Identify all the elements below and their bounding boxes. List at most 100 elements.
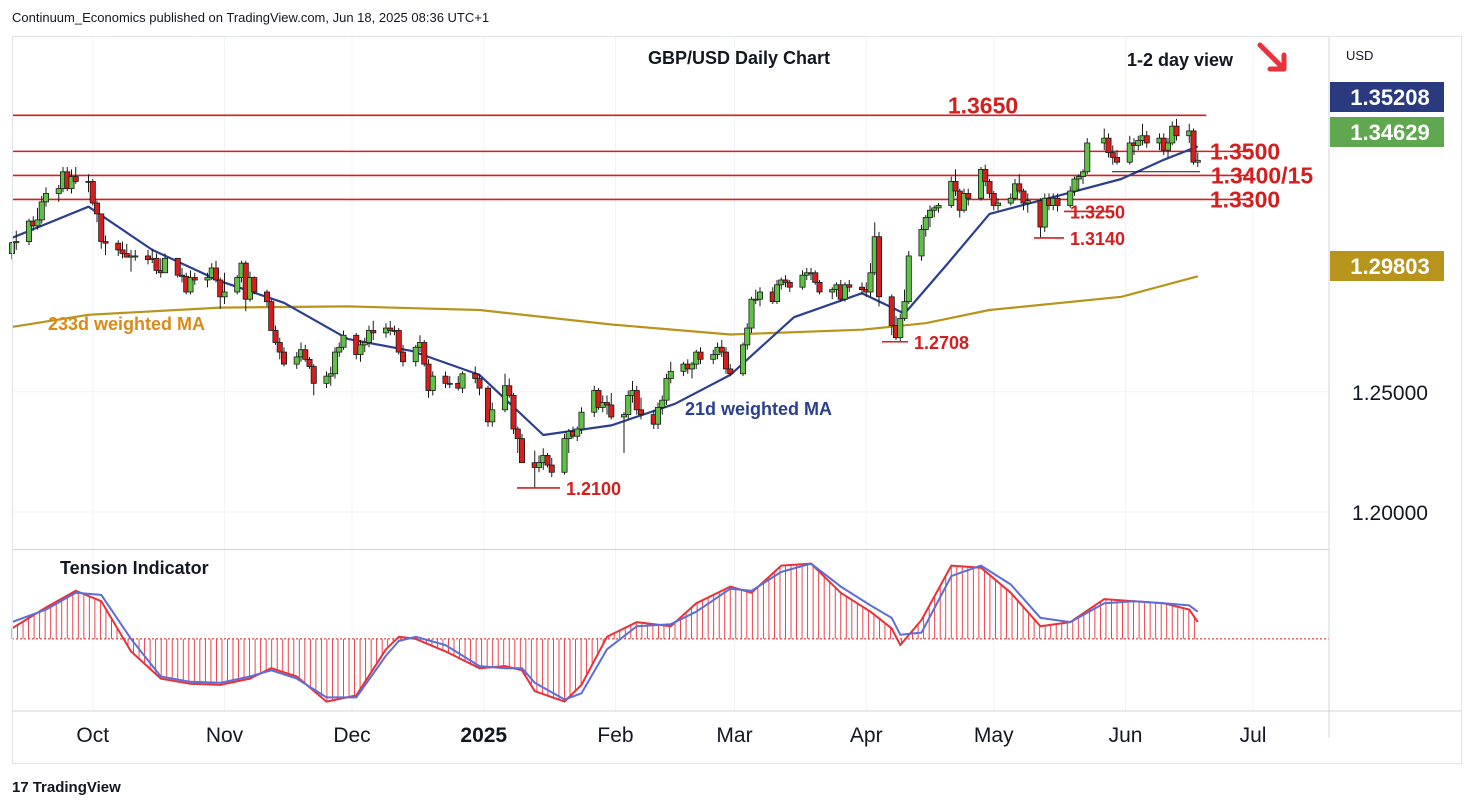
candle <box>659 395 666 415</box>
candle-body-up <box>922 217 929 230</box>
candle-body-up <box>323 375 330 384</box>
candle-body-down <box>178 274 185 277</box>
candle <box>187 270 194 295</box>
candle <box>1194 152 1201 168</box>
candle-body-up <box>234 277 241 293</box>
candle-body-up <box>1024 200 1031 204</box>
candle <box>484 385 491 427</box>
candle-body-down <box>548 464 555 473</box>
x-tick-label: Nov <box>206 724 244 747</box>
price-badge-label: 1.29803 <box>1350 254 1430 279</box>
candle-body-down <box>268 301 275 331</box>
candle <box>55 185 62 202</box>
candle-body-up <box>757 291 764 300</box>
candle <box>276 337 283 360</box>
candle <box>357 340 364 362</box>
candle-body-up <box>25 220 32 242</box>
candle <box>786 279 793 292</box>
x-tick-label: May <box>974 724 1014 747</box>
candle-body-down <box>102 241 109 244</box>
candle <box>905 251 912 305</box>
candle-body-up <box>68 176 75 190</box>
candle-body-down <box>399 351 406 363</box>
candle <box>697 347 704 365</box>
candle-body-up <box>1067 190 1074 206</box>
candle-body-down <box>1109 152 1116 158</box>
tension-title: Tension Indicator <box>60 558 209 578</box>
candle <box>927 205 934 228</box>
candle-body-up <box>34 219 41 227</box>
candle <box>986 179 993 199</box>
candle <box>323 371 330 389</box>
tradingview-logo-mark: 17 <box>12 779 29 796</box>
candle <box>667 361 674 384</box>
candle <box>689 361 696 379</box>
candle <box>935 203 942 213</box>
candle <box>748 296 755 333</box>
candle <box>161 253 168 274</box>
ma-233d-line <box>11 275 1199 336</box>
candle-body-up <box>1075 176 1082 180</box>
candle <box>361 337 368 353</box>
x-tick-label: Feb <box>597 724 633 747</box>
candle-body-up <box>446 382 453 385</box>
x-tick-label: Mar <box>716 724 752 747</box>
candle-body-down <box>718 346 725 353</box>
candle-body-down <box>786 281 793 288</box>
x-tick-label: Jun <box>1109 724 1143 747</box>
candle <box>544 453 551 468</box>
candle <box>234 275 241 295</box>
candle <box>578 407 585 434</box>
x-tick-label: Oct <box>76 724 109 747</box>
candle <box>1075 174 1082 192</box>
candle-body-up <box>187 277 194 293</box>
candle-body-down <box>982 169 989 182</box>
candle <box>1173 118 1180 141</box>
candle <box>212 260 219 283</box>
candle-body-up <box>663 378 670 401</box>
candle-body-down <box>153 257 160 271</box>
annotation-label: 1.2100 <box>566 479 621 499</box>
candle-body-down <box>123 253 130 258</box>
candle <box>153 253 160 274</box>
candle-body-up <box>43 193 50 203</box>
candle <box>931 205 938 218</box>
candle <box>115 240 122 256</box>
candle <box>633 385 640 415</box>
candle-body-up <box>659 399 666 408</box>
candle-body-down <box>604 402 611 406</box>
price-badge-label: 1.35208 <box>1350 85 1430 110</box>
candle-body-down <box>782 279 789 283</box>
candle <box>1054 193 1061 212</box>
candle <box>365 325 372 348</box>
candle <box>888 294 895 336</box>
candle <box>961 188 968 213</box>
candle-body-down <box>387 327 394 331</box>
candle <box>178 267 185 283</box>
candle-body-up <box>574 428 581 437</box>
candle <box>251 276 258 295</box>
candle <box>25 218 32 246</box>
candle-body-down <box>276 342 283 353</box>
candle-body-down <box>510 394 517 430</box>
candle-body-up <box>293 356 300 365</box>
candle <box>501 373 508 413</box>
candle <box>421 340 428 367</box>
annotation-label: 1.3140 <box>1070 229 1125 249</box>
candle <box>68 169 75 194</box>
candle-body-down <box>212 267 219 281</box>
chart-title: GBP/USD Daily Chart <box>648 48 830 68</box>
candle-body-down <box>280 351 287 365</box>
ma-233d-label: 233d weighted MA <box>48 314 205 334</box>
candle-body-up <box>161 257 168 274</box>
tradingview-logo[interactable]: 17 TradingView <box>12 779 121 796</box>
candle-body-down <box>472 373 479 379</box>
candle-body-up <box>204 277 211 281</box>
candle-body-up <box>1084 142 1091 173</box>
candle <box>272 325 279 345</box>
candle <box>812 270 819 285</box>
ma-21d-label: 21d weighted MA <box>685 399 832 419</box>
candle <box>952 169 959 196</box>
candle <box>859 282 866 295</box>
